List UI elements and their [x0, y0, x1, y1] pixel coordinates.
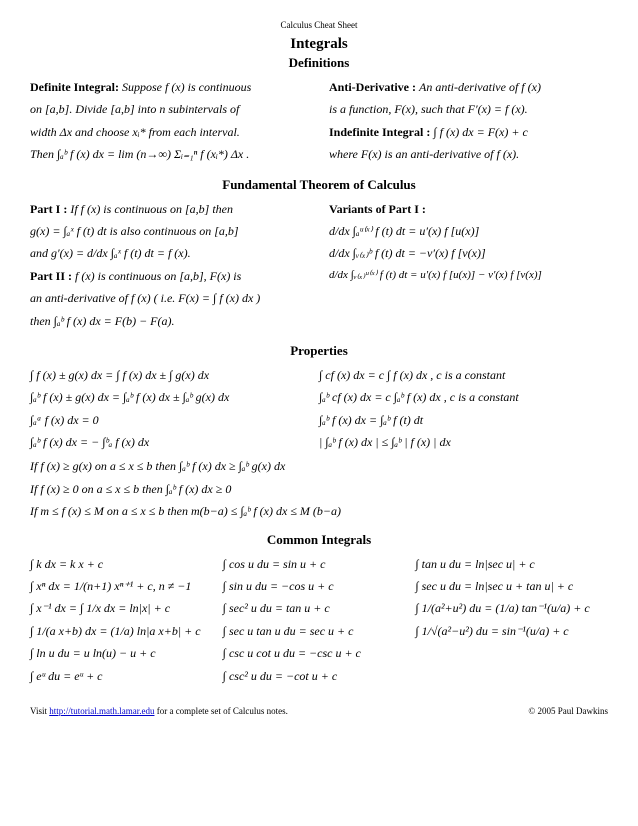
footer-link[interactable]: http://tutorial.math.lamar.edu	[49, 706, 154, 716]
ftc-var-2: d/dx ∫ᵥ₍ₓ₎ᵇ f (t) dt = −v′(x) f [v(x)]	[329, 243, 608, 263]
prop-b1: If f (x) ≥ g(x) on a ≤ x ≤ b then ∫ₐᵇ f …	[30, 456, 608, 476]
footer-copyright: © 2005 Paul Dawkins	[528, 706, 608, 716]
ci-3-1: ∫ tan u du = ln|sec u| + c	[415, 554, 608, 574]
ci-2-6: ∫ csc² u du = −cot u + c	[223, 666, 416, 686]
footer: Visit http://tutorial.math.lamar.edu for…	[30, 706, 608, 716]
prop-l4: ∫ₐᵇ f (x) dx = − ∫ᵇₐ f (x) dx	[30, 432, 319, 452]
prop-l3: ∫ₐᵃ f (x) dx = 0	[30, 410, 319, 430]
indef-integral-text-1: ∫ f (x) dx = F(x) + c	[433, 125, 527, 139]
indef-integral-text-2: where F(x) is an anti-derivative of f (x…	[329, 144, 608, 164]
prop-r1: ∫ cf (x) dx = c ∫ f (x) dx , c is a cons…	[319, 365, 608, 385]
ci-3-3: ∫ 1/(a²+u²) du = (1/a) tan⁻¹(u/a) + c	[415, 598, 608, 618]
ci-2-3: ∫ sec² u du = tan u + c	[223, 598, 416, 618]
footer-left: Visit http://tutorial.math.lamar.edu for…	[30, 706, 288, 716]
ci-1-3: ∫ x⁻¹ dx = ∫ 1/x dx = ln|x| + c	[30, 598, 223, 618]
page-title: Integrals	[30, 36, 608, 53]
ci-3-2: ∫ sec u du = ln|sec u + tan u| + c	[415, 576, 608, 596]
ftc-p2-label: Part II :	[30, 269, 72, 283]
properties-heading: Properties	[30, 343, 608, 359]
prop-r3: ∫ₐᵇ f (x) dx = ∫ₐᵇ f (t) dt	[319, 410, 608, 430]
ci-3-4: ∫ 1/√(a²−u²) du = sin⁻¹(u/a) + c	[415, 621, 608, 641]
indef-integral-label: Indefinite Integral :	[329, 125, 430, 139]
ftc-p2: Part II : f (x) is continuous on [a,b], …	[30, 266, 309, 286]
ftc-var-1: d/dx ∫ₐᵘ⁽ˣ⁾ f (t) dt = u′(x) f [u(x)]	[329, 221, 608, 241]
ci-2-1: ∫ cos u du = sin u + c	[223, 554, 416, 574]
def-integral-text-3: width Δx and choose xᵢ* from each interv…	[30, 122, 309, 142]
def-integral: Definite Integral: Suppose f (x) is cont…	[30, 77, 309, 97]
ci-1-2: ∫ xⁿ dx = 1/(n+1) xⁿ⁺¹ + c, n ≠ −1	[30, 576, 223, 596]
definitions-heading: Definitions	[30, 55, 608, 71]
def-integral-text-4: Then ∫ₐᵇ f (x) dx = lim (n→∞) Σᵢ₌₁ⁿ f (x…	[30, 144, 309, 164]
ci-1-6: ∫ eᵘ du = eᵘ + c	[30, 666, 223, 686]
prop-l1: ∫ f (x) ± g(x) dx = ∫ f (x) dx ± ∫ g(x) …	[30, 365, 319, 385]
prop-l2: ∫ₐᵇ f (x) ± g(x) dx = ∫ₐᵇ f (x) dx ± ∫ₐᵇ…	[30, 387, 319, 407]
ftc-p1: Part I : If f (x) is continuous on [a,b]…	[30, 199, 309, 219]
ftc-p1-text-1: If f (x) is continuous on [a,b] then	[70, 202, 233, 216]
footer-visit: Visit	[30, 706, 49, 716]
prop-r4: | ∫ₐᵇ f (x) dx | ≤ ∫ₐᵇ | f (x) | dx	[319, 432, 608, 452]
anti-deriv: Anti-Derivative : An anti-derivative of …	[329, 77, 608, 97]
ftc-p2-text-1: f (x) is continuous on [a,b], F(x) is	[75, 269, 241, 283]
ci-2-2: ∫ sin u du = −cos u + c	[223, 576, 416, 596]
def-integral-text-1: Suppose f (x) is continuous	[122, 80, 251, 94]
footer-after: for a complete set of Calculus notes.	[154, 706, 287, 716]
common-heading: Common Integrals	[30, 532, 608, 548]
ftc-p1-label: Part I :	[30, 202, 67, 216]
ftc-p2-text-2: an anti-derivative of f (x) ( i.e. F(x) …	[30, 288, 309, 308]
anti-deriv-text-2: is a function, F(x), such that F′(x) = f…	[329, 99, 608, 119]
page-header: Calculus Cheat Sheet	[30, 20, 608, 30]
ftc-p1-text-3: and g′(x) = d/dx ∫ₐˣ f (t) dt = f (x).	[30, 243, 309, 263]
anti-deriv-text-1: An anti-derivative of f (x)	[419, 80, 541, 94]
prop-r2: ∫ₐᵇ cf (x) dx = c ∫ₐᵇ f (x) dx , c is a …	[319, 387, 608, 407]
ftc-var-label: Variants of Part I :	[329, 199, 608, 219]
ftc-p1-text-2: g(x) = ∫ₐˣ f (t) dt is also continuous o…	[30, 221, 309, 241]
ci-2-5: ∫ csc u cot u du = −csc u + c	[223, 643, 416, 663]
ftc-p2-text-3: then ∫ₐᵇ f (x) dx = F(b) − F(a).	[30, 311, 309, 331]
ci-1-4: ∫ 1/(a x+b) dx = (1/a) ln|a x+b| + c	[30, 621, 223, 641]
ftc-heading: Fundamental Theorem of Calculus	[30, 177, 608, 193]
indef-integral: Indefinite Integral : ∫ f (x) dx = F(x) …	[329, 122, 608, 142]
ftc-var-3: d/dx ∫ᵥ₍ₓ₎ᵘ⁽ˣ⁾ f (t) dt = u′(x) f [u(x)]…	[329, 266, 608, 285]
ci-1-5: ∫ ln u du = u ln(u) − u + c	[30, 643, 223, 663]
ci-2-4: ∫ sec u tan u du = sec u + c	[223, 621, 416, 641]
ci-1-1: ∫ k dx = k x + c	[30, 554, 223, 574]
def-integral-label: Definite Integral:	[30, 80, 119, 94]
anti-deriv-label: Anti-Derivative :	[329, 80, 416, 94]
def-integral-text-2: on [a,b]. Divide [a,b] into n subinterva…	[30, 99, 309, 119]
prop-b2: If f (x) ≥ 0 on a ≤ x ≤ b then ∫ₐᵇ f (x)…	[30, 479, 608, 499]
prop-b3: If m ≤ f (x) ≤ M on a ≤ x ≤ b then m(b−a…	[30, 501, 608, 521]
